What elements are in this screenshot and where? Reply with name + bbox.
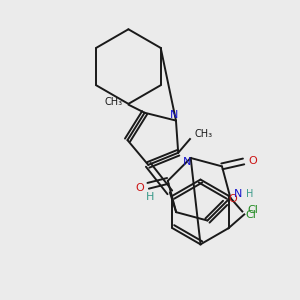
Text: H: H	[246, 189, 254, 199]
Text: Cl: Cl	[246, 210, 256, 220]
Text: CH₃: CH₃	[195, 129, 213, 139]
Text: N: N	[170, 110, 178, 120]
Text: N: N	[183, 157, 191, 167]
Text: H: H	[146, 192, 154, 202]
Text: O: O	[135, 183, 144, 193]
Text: N: N	[234, 189, 242, 199]
Text: Cl: Cl	[248, 206, 259, 215]
Text: CH₃: CH₃	[105, 97, 123, 107]
Text: O: O	[248, 156, 257, 167]
Text: O: O	[229, 194, 237, 204]
